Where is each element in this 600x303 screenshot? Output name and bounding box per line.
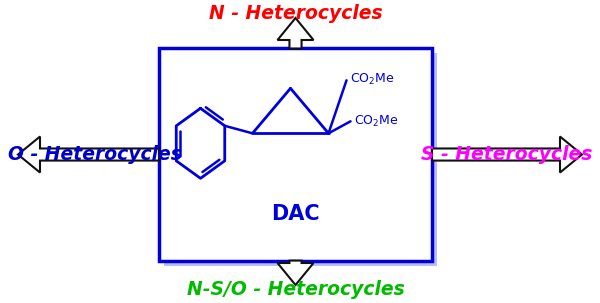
Text: CO$_2$Me: CO$_2$Me	[353, 114, 398, 129]
Text: N-S/O - Heterocycles: N-S/O - Heterocycles	[187, 280, 404, 299]
Bar	[159, 48, 432, 261]
Text: S - Heterocycles: S - Heterocycles	[421, 145, 592, 164]
Text: N - Heterocycles: N - Heterocycles	[209, 4, 382, 23]
FancyArrow shape	[277, 261, 314, 285]
FancyArrow shape	[277, 18, 314, 48]
Text: DAC: DAC	[271, 204, 320, 224]
Bar	[164, 54, 437, 266]
FancyArrow shape	[432, 137, 582, 172]
Text: O - Heterocycles: O - Heterocycles	[8, 145, 182, 164]
FancyArrow shape	[18, 137, 159, 172]
Text: CO$_2$Me: CO$_2$Me	[349, 72, 394, 87]
